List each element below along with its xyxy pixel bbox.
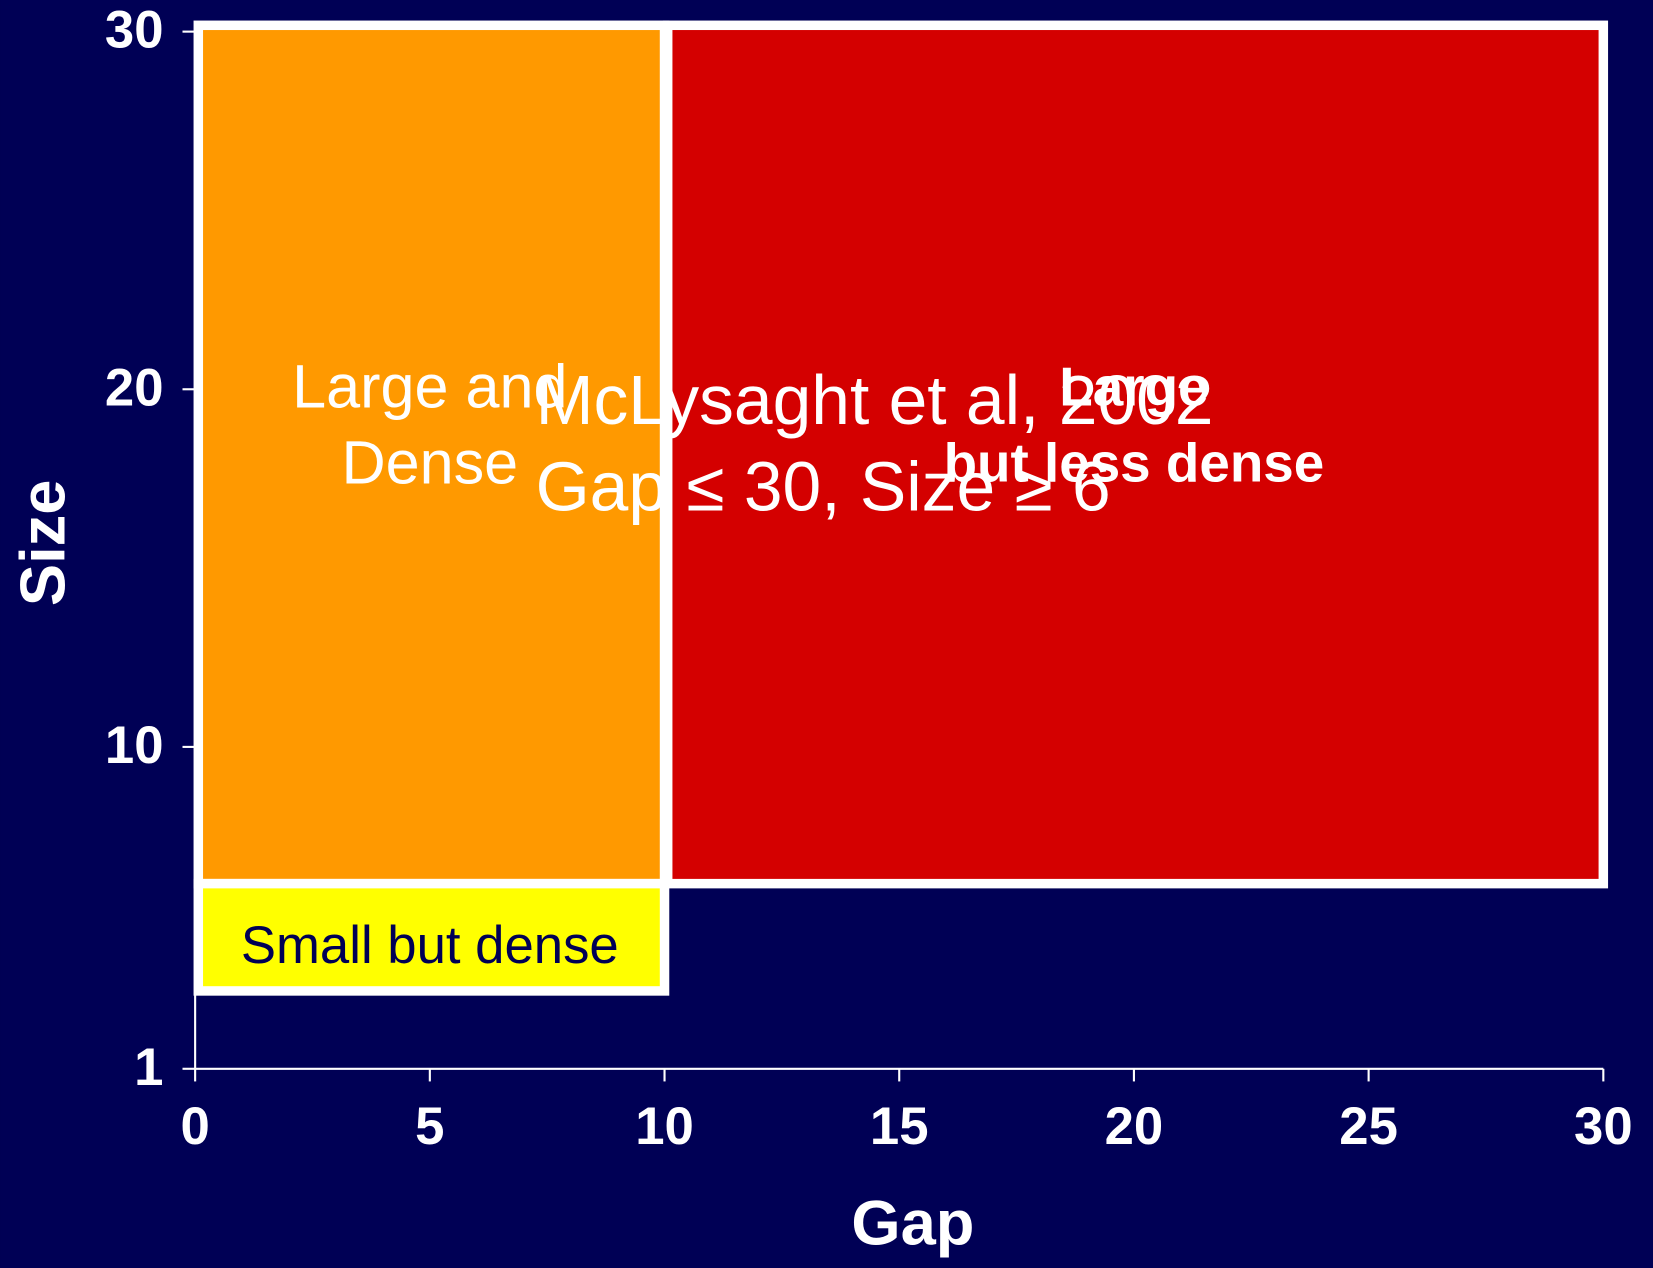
- x-tick-label: 0: [180, 1097, 209, 1156]
- y-tick-label: 10: [105, 716, 164, 775]
- x-tick-label: 5: [415, 1097, 444, 1156]
- x-tick-label: 20: [1105, 1097, 1164, 1156]
- region: [193, 20, 670, 889]
- y-tick-label: 20: [105, 358, 164, 417]
- region: [662, 20, 1609, 889]
- annotation: McLysaght et al, 2002: [536, 361, 1214, 439]
- x-axis-label: Gap: [851, 1189, 974, 1259]
- region-label: Small but dense: [241, 916, 619, 975]
- annotation: Gap ≤ 30, Size ≥ 6: [536, 448, 1111, 526]
- x-tick-label: 30: [1574, 1097, 1633, 1156]
- region: [193, 878, 670, 996]
- region-label: Dense: [341, 428, 518, 496]
- y-tick-label: 30: [105, 1, 164, 60]
- y-tick-label: 1: [134, 1038, 163, 1097]
- region-label: but less dense: [944, 432, 1325, 494]
- region-label: Large: [1059, 356, 1208, 418]
- x-tick-label: 10: [635, 1097, 694, 1156]
- x-tick-label: 25: [1339, 1097, 1398, 1156]
- y-axis-label: Size: [8, 480, 78, 607]
- region-label: Large and: [292, 352, 567, 420]
- x-tick-label: 15: [870, 1097, 929, 1156]
